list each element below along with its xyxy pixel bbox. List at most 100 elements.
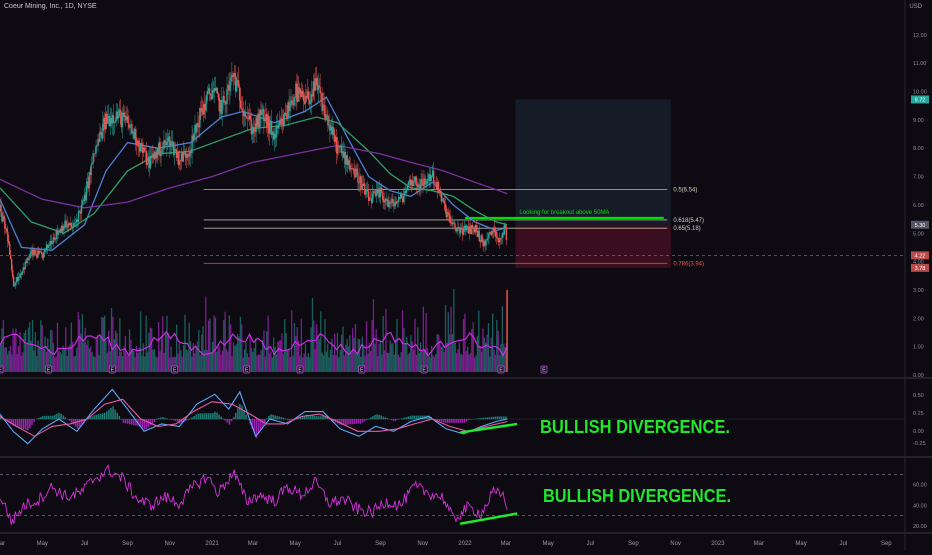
candle-body	[251, 119, 252, 134]
macd-histogram-bar	[154, 419, 156, 422]
volume-bar	[452, 334, 453, 372]
volume-bar	[351, 353, 352, 372]
candle-body	[494, 228, 495, 232]
volume-bar	[448, 312, 449, 372]
volume-bar	[333, 355, 334, 372]
candle-body	[293, 97, 294, 105]
volume-bar	[270, 351, 271, 372]
candle-body	[318, 85, 319, 87]
volume-bar	[340, 350, 341, 372]
candle-body	[75, 222, 76, 223]
rsi-axis-tick: 40.00	[913, 503, 927, 509]
candle-body	[99, 132, 100, 142]
volume-bar	[441, 347, 442, 372]
macd-histogram-bar	[401, 418, 403, 419]
volume-bar	[401, 352, 402, 372]
macd-histogram-bar	[353, 419, 355, 424]
macd-histogram-bar	[241, 406, 243, 420]
macd-histogram-bar	[114, 410, 116, 420]
candle-body	[30, 252, 31, 254]
candle-body	[29, 254, 30, 258]
macd-histogram-bar	[445, 419, 447, 423]
macd-histogram-bar	[25, 419, 27, 430]
macd-histogram-bar	[44, 416, 46, 419]
volume-bar	[388, 353, 389, 372]
volume-bar	[324, 319, 325, 372]
macd-histogram-bar	[478, 418, 480, 419]
candle-body	[241, 108, 242, 109]
macd-histogram-bar	[484, 418, 486, 420]
volume-bar	[315, 349, 316, 372]
candle-body	[129, 125, 130, 127]
volume-bar	[60, 352, 61, 372]
candle-body	[414, 181, 415, 182]
candle-body	[10, 255, 11, 260]
volume-bar	[128, 356, 129, 372]
candle-body	[413, 182, 414, 186]
candle-body	[13, 276, 14, 286]
macd-histogram-bar	[449, 419, 451, 423]
candle-body	[384, 201, 385, 202]
macd-histogram-bar	[276, 416, 278, 419]
macd-histogram-bar	[270, 414, 272, 419]
x-axis-tick: 2022	[458, 541, 472, 547]
candle-body	[238, 80, 239, 87]
x-axis-tick: Jul	[334, 541, 342, 547]
macd-histogram-bar	[52, 416, 54, 420]
candle-body	[426, 180, 427, 184]
volume-bar	[25, 330, 26, 372]
price-axis-tick: 11.00	[913, 61, 926, 67]
candle-body	[487, 238, 488, 239]
candle-body	[122, 115, 123, 127]
volume-bar	[21, 355, 22, 372]
candle-body	[3, 216, 4, 218]
candle-body	[234, 73, 235, 77]
macd-histogram-bar	[368, 419, 370, 420]
price-axis-tick: 0.00	[913, 373, 924, 379]
fib-level-label: 0.618(5.47)	[673, 218, 704, 224]
volume-bar	[455, 343, 456, 372]
macd-histogram-bar	[291, 419, 293, 420]
volume-bar	[14, 333, 15, 372]
volume-bar	[459, 343, 460, 372]
volume-bar	[148, 333, 149, 372]
candle-body	[325, 115, 326, 120]
macd-divergence-label: BULLISH DIVERGENCE.	[540, 417, 730, 437]
macd-histogram-bar	[108, 410, 110, 420]
macd-histogram-bar	[127, 419, 129, 424]
macd-histogram-bar	[104, 413, 106, 420]
volume-bar	[240, 317, 241, 372]
macd-histogram-bar	[102, 413, 104, 419]
volume-bar	[28, 328, 29, 372]
macd-histogram-bar	[439, 419, 441, 421]
x-axis-tick: May	[542, 541, 553, 547]
candle-body	[467, 226, 468, 227]
macd-histogram-bar	[227, 419, 229, 423]
candle-body	[319, 87, 320, 93]
candle-body	[365, 191, 366, 194]
x-axis-tick: Sep	[628, 541, 639, 547]
price-axis-tick: 6.00	[913, 203, 924, 209]
volume-bar	[202, 326, 203, 372]
candle-body	[166, 142, 167, 145]
x-axis-tick: Mar	[501, 541, 511, 547]
macd-histogram-bar	[285, 419, 287, 420]
volume-bar	[430, 357, 431, 372]
macd-histogram-bar	[366, 419, 368, 420]
volume-bar	[229, 316, 230, 372]
candle-body	[65, 221, 66, 228]
candle-body	[193, 134, 194, 139]
volume-bar	[285, 333, 286, 372]
candle-body	[303, 94, 304, 101]
candle-body	[12, 270, 13, 277]
macd-histogram-bar	[385, 417, 387, 419]
rsi-axis-tick: 20.00	[913, 524, 927, 530]
volume-bar	[434, 357, 435, 372]
candle-body	[357, 173, 358, 183]
volume-bar	[284, 319, 285, 372]
candle-body	[160, 153, 161, 156]
volume-bar	[223, 320, 224, 372]
volume-bar	[410, 335, 411, 372]
volume-bar	[35, 332, 36, 372]
